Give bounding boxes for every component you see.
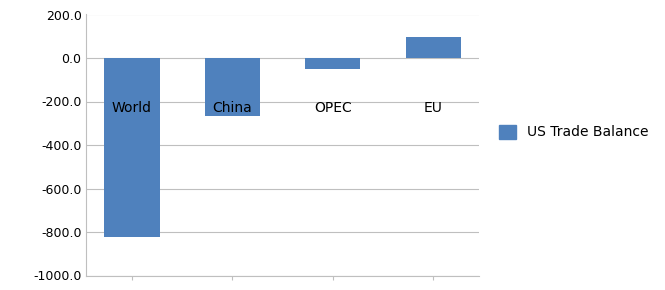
Legend: US Trade Balance: US Trade Balance bbox=[493, 119, 654, 145]
Text: OPEC: OPEC bbox=[314, 102, 352, 115]
Text: EU: EU bbox=[424, 102, 443, 115]
Bar bbox=[406, 37, 461, 58]
Text: China: China bbox=[213, 102, 252, 115]
Bar bbox=[104, 58, 160, 237]
Text: World: World bbox=[112, 102, 152, 115]
Bar bbox=[205, 58, 260, 116]
Bar bbox=[305, 58, 360, 69]
